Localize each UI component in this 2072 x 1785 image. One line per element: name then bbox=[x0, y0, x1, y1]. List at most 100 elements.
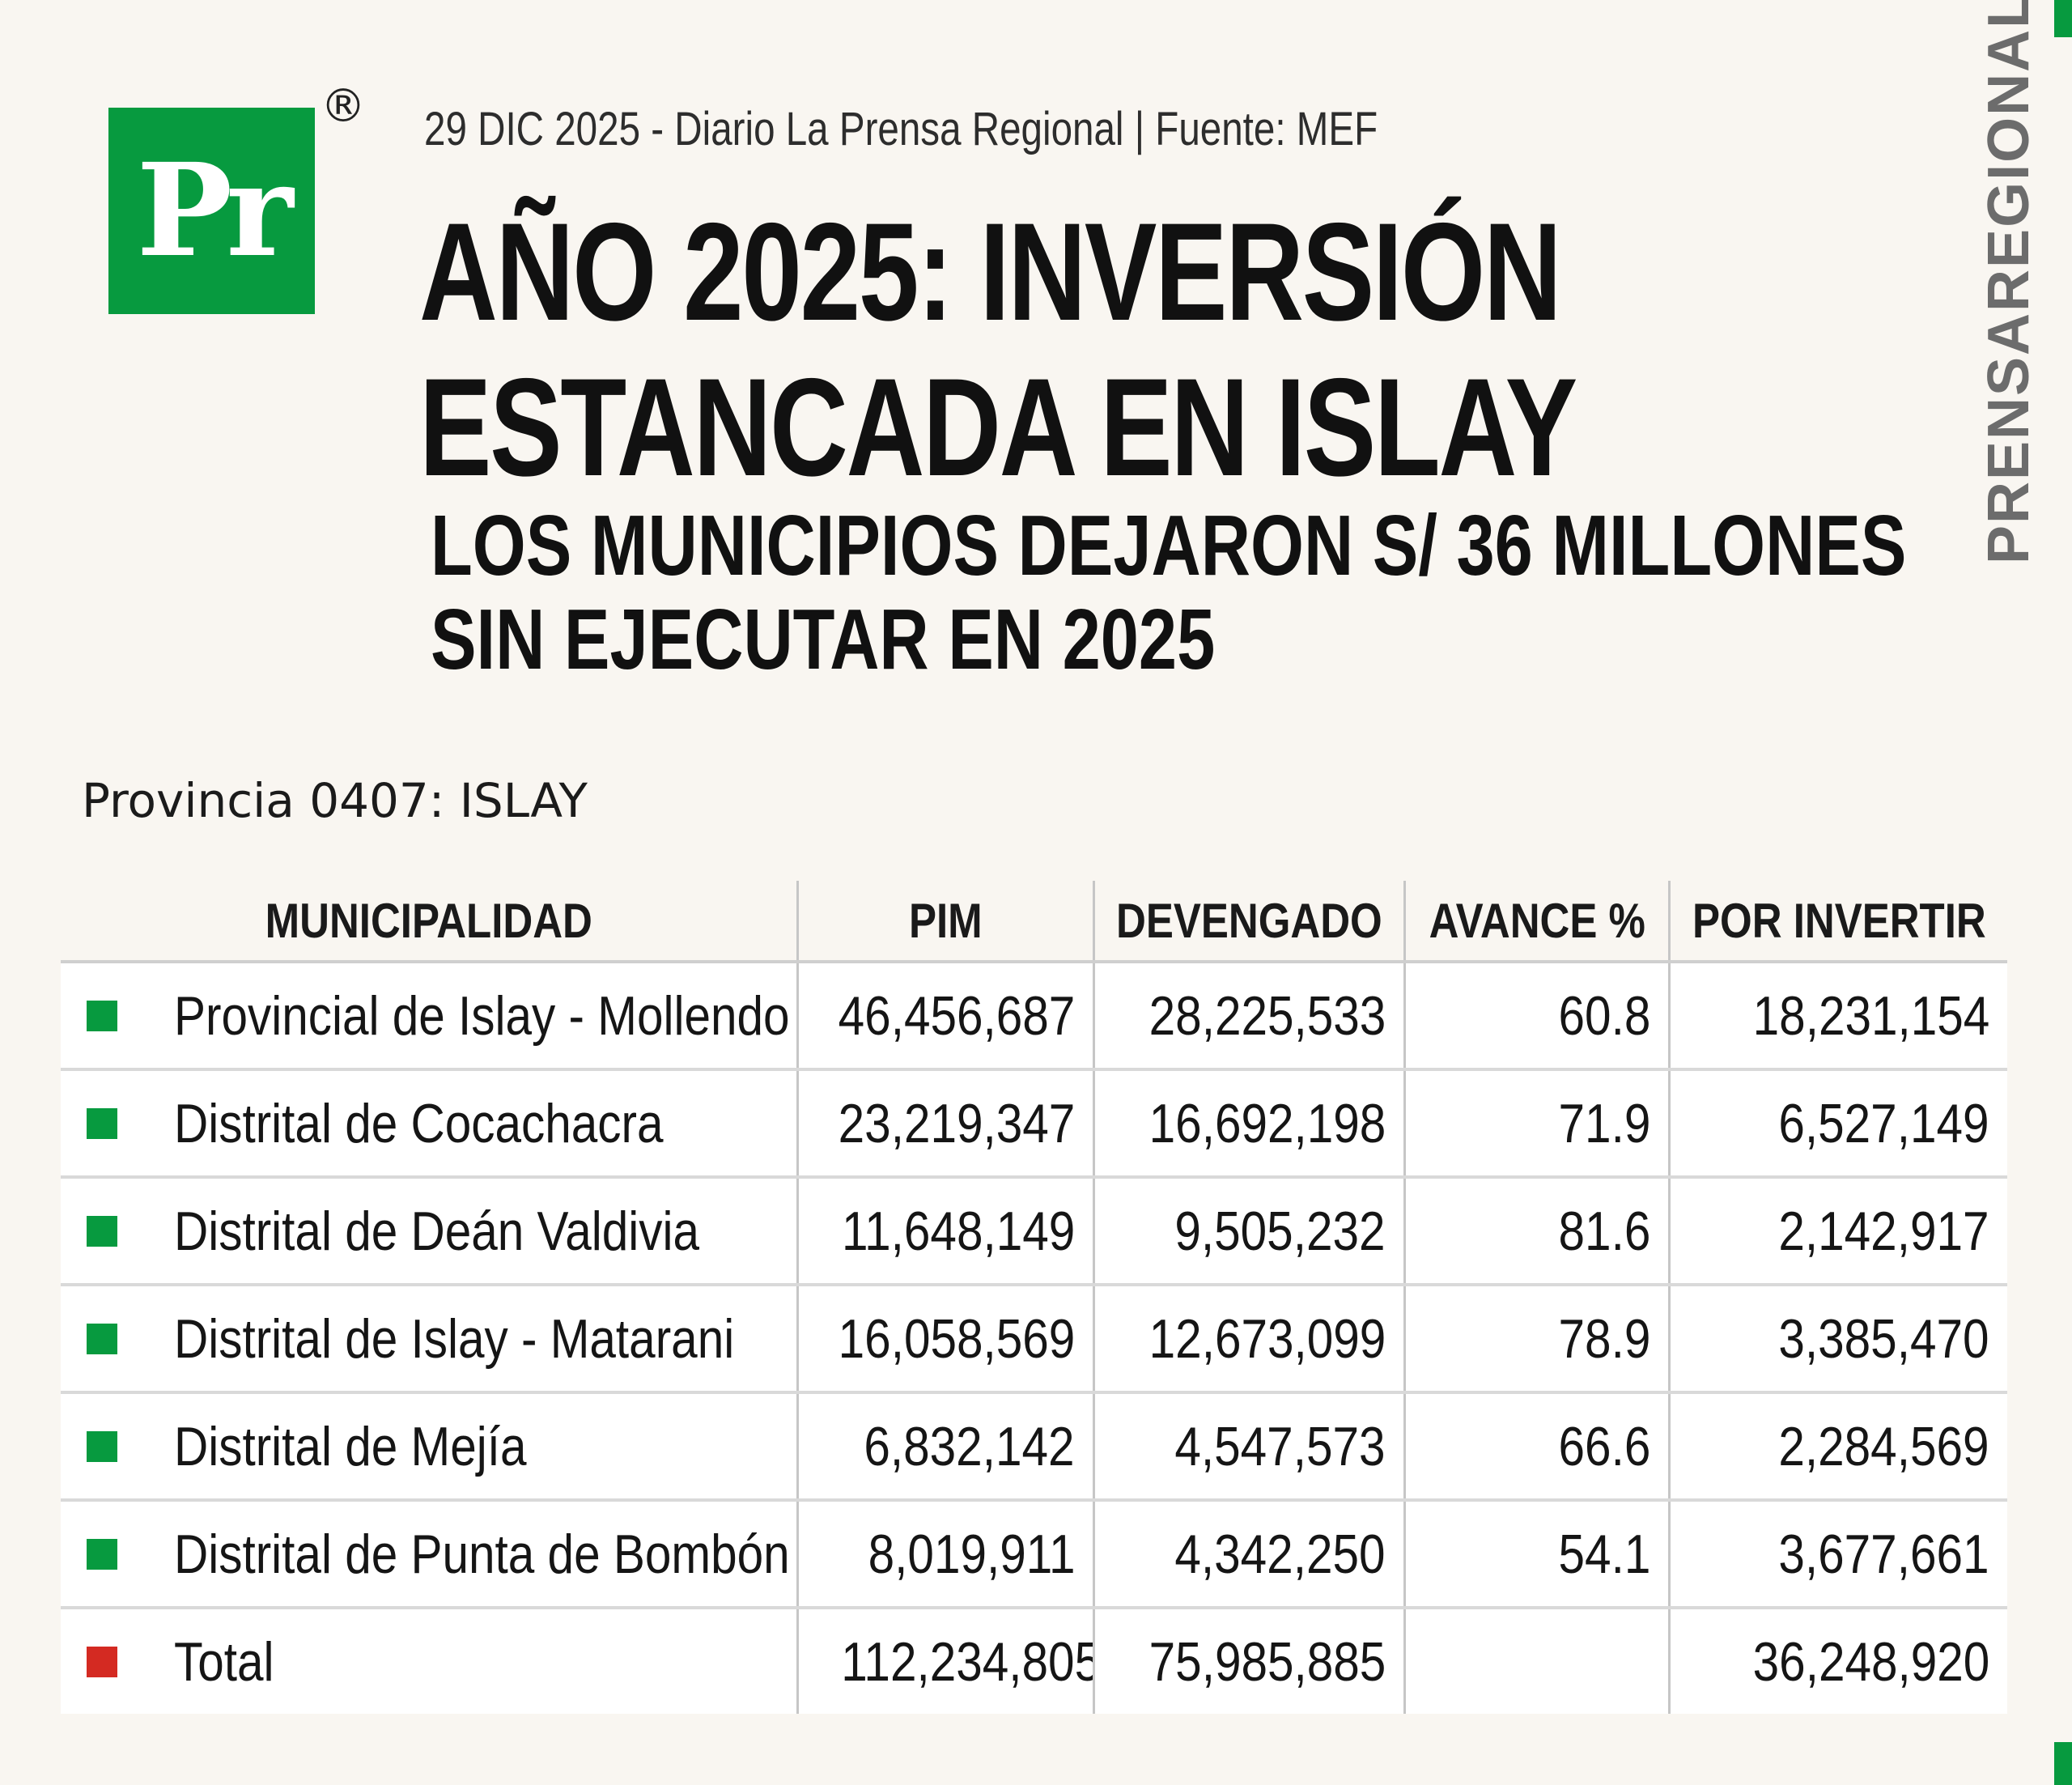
table-total-row: Total 112,234,805 75,985,885 36,248,920 bbox=[61, 1606, 2007, 1714]
headline: AÑO 2025: INVERSIÓN ESTANCADA EN ISLAY bbox=[419, 194, 1577, 505]
headline-line-2: ESTANCADA EN ISLAY bbox=[419, 350, 1577, 505]
header-cell: POR INVERTIR bbox=[1671, 881, 2007, 960]
pim-cell: 23,219,347 bbox=[799, 1071, 1095, 1175]
green-square-icon bbox=[87, 1323, 117, 1354]
name-cell: Total bbox=[61, 1609, 799, 1714]
municipality-name: Distrital de Mejía bbox=[174, 1415, 527, 1477]
total-devengado-value: 75,985,885 bbox=[1149, 1630, 1386, 1693]
devengado-cell: 75,985,885 bbox=[1095, 1609, 1406, 1714]
header-municipalidad: MUNICIPALIDAD bbox=[265, 893, 592, 948]
por-invertir-value: 18,231,154 bbox=[1752, 984, 1989, 1047]
pim-cell: 8,019,911 bbox=[799, 1502, 1095, 1606]
por-invertir-value: 2,142,917 bbox=[1778, 1200, 1989, 1262]
header-cell: DEVENGADO bbox=[1095, 881, 1406, 960]
pim-value: 8,019,911 bbox=[868, 1523, 1075, 1585]
investment-table: MUNICIPALIDAD PIM DEVENGADO AVANCE % POR… bbox=[61, 881, 2007, 1714]
avance-value: 81.6 bbox=[1558, 1200, 1650, 1262]
devengado-value: 4,547,573 bbox=[1174, 1415, 1386, 1477]
avance-value: 78.9 bbox=[1558, 1307, 1650, 1370]
devengado-value: 16,692,198 bbox=[1149, 1092, 1386, 1154]
por-invertir-cell: 18,231,154 bbox=[1671, 963, 2007, 1068]
name-cell: Distrital de Deán Valdivia bbox=[61, 1179, 799, 1283]
table-row: Provincial de Islay - Mollendo 46,456,68… bbox=[61, 963, 2007, 1068]
name-cell: Distrital de Cocachacra bbox=[61, 1071, 799, 1175]
avance-value: 60.8 bbox=[1558, 984, 1650, 1047]
green-square-icon bbox=[87, 1000, 117, 1031]
name-cell: Provincial de Islay - Mollendo bbox=[61, 963, 799, 1068]
devengado-value: 4,342,250 bbox=[1174, 1523, 1386, 1585]
devengado-cell: 12,673,099 bbox=[1095, 1286, 1406, 1391]
subheadline-line-2: SIN EJECUTAR EN 2025 bbox=[431, 592, 1216, 687]
devengado-cell: 4,342,250 bbox=[1095, 1502, 1406, 1606]
header-pim: PIM bbox=[909, 893, 983, 948]
avance-value: 66.6 bbox=[1558, 1415, 1650, 1477]
red-square-icon bbox=[87, 1646, 117, 1677]
total-por-invertir-value: 36,248,920 bbox=[1752, 1630, 1989, 1693]
header-cell: AVANCE % bbox=[1406, 881, 1671, 960]
green-square-icon bbox=[87, 1430, 117, 1462]
name-cell: Distrital de Islay - Matarani bbox=[61, 1286, 799, 1391]
pim-cell: 112,234,805 bbox=[799, 1609, 1095, 1714]
date-source-line: 29 DIC 2025 - Diario La Prensa Regional … bbox=[424, 103, 1378, 155]
edge-accent-top bbox=[2054, 0, 2072, 37]
por-invertir-value: 3,677,661 bbox=[1778, 1523, 1989, 1585]
subheadline: LOS MUNICIPIOS DEJARON S/ 36 MILLONES SI… bbox=[431, 498, 1907, 687]
header-cell: MUNICIPALIDAD bbox=[61, 881, 799, 960]
brand-logo: Pr bbox=[108, 108, 315, 314]
devengado-cell: 4,547,573 bbox=[1095, 1394, 1406, 1498]
green-square-icon bbox=[87, 1538, 117, 1570]
por-invertir-cell: 2,142,917 bbox=[1671, 1179, 2007, 1283]
subheadline-line-1: LOS MUNICIPIOS DEJARON S/ 36 MILLONES bbox=[431, 498, 1907, 593]
table-row: Distrital de Islay - Matarani 16,058,569… bbox=[61, 1283, 2007, 1391]
header-avance: AVANCE % bbox=[1429, 893, 1645, 948]
province-label: Provincia 0407: ISLAY bbox=[82, 773, 588, 828]
municipality-name: Distrital de Punta de Bombón bbox=[174, 1523, 790, 1585]
por-invertir-cell: 3,677,661 bbox=[1671, 1502, 2007, 1606]
pim-value: 6,832,142 bbox=[864, 1415, 1075, 1477]
header-cell: PIM bbox=[799, 881, 1095, 960]
header-devengado: DEVENGADO bbox=[1116, 893, 1382, 948]
por-invertir-cell: 3,385,470 bbox=[1671, 1286, 2007, 1391]
pim-cell: 16,058,569 bbox=[799, 1286, 1095, 1391]
avance-cell: 66.6 bbox=[1406, 1394, 1671, 1498]
name-cell: Distrital de Punta de Bombón bbox=[61, 1502, 799, 1606]
pim-cell: 46,456,687 bbox=[799, 963, 1095, 1068]
pim-value: 23,219,347 bbox=[838, 1092, 1075, 1154]
por-invertir-cell: 6,527,149 bbox=[1671, 1071, 2007, 1175]
devengado-cell: 16,692,198 bbox=[1095, 1071, 1406, 1175]
avance-cell: 54.1 bbox=[1406, 1502, 1671, 1606]
side-website-label: PRENSAREGIONAL.PE bbox=[1976, 0, 2041, 564]
municipality-name: Distrital de Deán Valdivia bbox=[174, 1200, 699, 1262]
table-body: Provincial de Islay - Mollendo 46,456,68… bbox=[61, 963, 2007, 1714]
avance-cell bbox=[1406, 1609, 1671, 1714]
header-por-invertir: POR INVERTIR bbox=[1692, 893, 1986, 948]
total-label: Total bbox=[174, 1630, 274, 1693]
pim-cell: 11,648,149 bbox=[799, 1179, 1095, 1283]
devengado-cell: 28,225,533 bbox=[1095, 963, 1406, 1068]
total-pim-value: 112,234,805 bbox=[841, 1630, 1095, 1693]
avance-cell: 78.9 bbox=[1406, 1286, 1671, 1391]
devengado-cell: 9,505,232 bbox=[1095, 1179, 1406, 1283]
avance-cell: 60.8 bbox=[1406, 963, 1671, 1068]
municipality-name: Distrital de Islay - Matarani bbox=[174, 1307, 735, 1370]
devengado-value: 9,505,232 bbox=[1174, 1200, 1386, 1262]
avance-cell: 81.6 bbox=[1406, 1179, 1671, 1283]
pim-cell: 6,832,142 bbox=[799, 1394, 1095, 1498]
devengado-value: 28,225,533 bbox=[1149, 984, 1386, 1047]
table-row: Distrital de Deán Valdivia 11,648,149 9,… bbox=[61, 1175, 2007, 1283]
table-header-row: MUNICIPALIDAD PIM DEVENGADO AVANCE % POR… bbox=[61, 881, 2007, 960]
avance-value: 71.9 bbox=[1558, 1092, 1650, 1154]
avance-value: 54.1 bbox=[1558, 1523, 1650, 1585]
avance-cell: 71.9 bbox=[1406, 1071, 1671, 1175]
pim-value: 46,456,687 bbox=[838, 984, 1075, 1047]
pim-value: 11,648,149 bbox=[841, 1200, 1075, 1262]
name-cell: Distrital de Mejía bbox=[61, 1394, 799, 1498]
municipality-name: Distrital de Cocachacra bbox=[174, 1092, 664, 1154]
green-square-icon bbox=[87, 1107, 117, 1139]
devengado-value: 12,673,099 bbox=[1149, 1307, 1386, 1370]
table-row: Distrital de Punta de Bombón 8,019,911 4… bbox=[61, 1498, 2007, 1606]
registered-mark: ® bbox=[321, 80, 366, 133]
headline-line-1: AÑO 2025: INVERSIÓN bbox=[419, 194, 1562, 350]
table-row: Distrital de Cocachacra 23,219,347 16,69… bbox=[61, 1068, 2007, 1175]
pim-value: 16,058,569 bbox=[838, 1307, 1075, 1370]
